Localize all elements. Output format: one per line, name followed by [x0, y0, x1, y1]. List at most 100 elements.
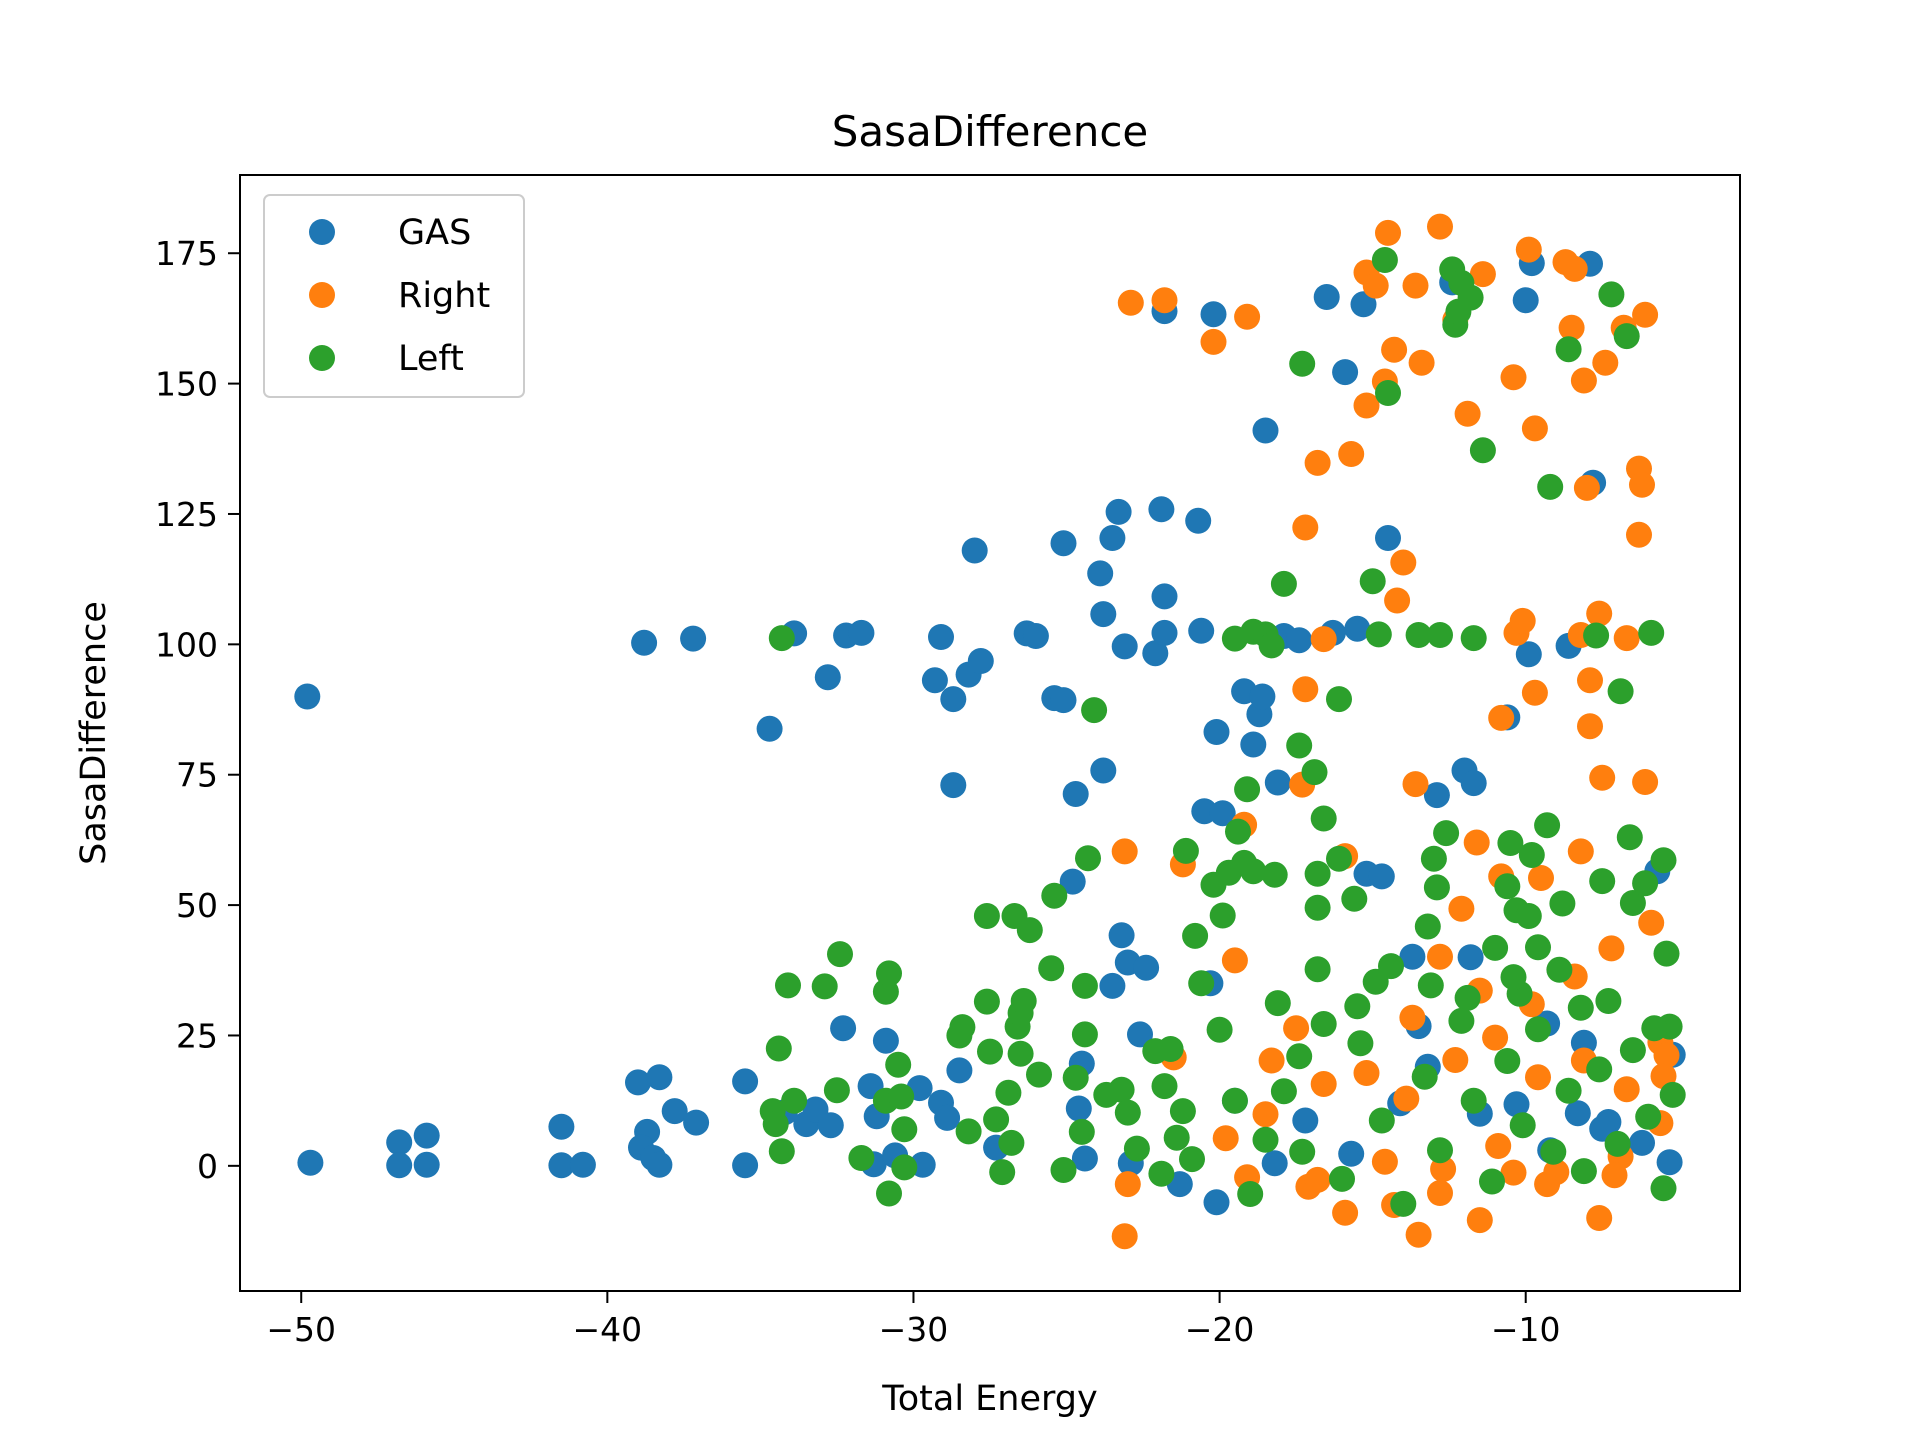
data-point — [1466, 1207, 1493, 1234]
data-point — [1151, 1073, 1178, 1100]
data-point — [1225, 818, 1251, 845]
data-point — [1344, 615, 1371, 642]
data-point — [1427, 1180, 1453, 1206]
legend-label-right: Right — [398, 276, 490, 316]
data-point — [1427, 213, 1453, 240]
data-point — [1368, 1107, 1395, 1134]
data-point — [1460, 625, 1487, 652]
data-point — [1613, 625, 1640, 652]
data-point — [823, 1077, 850, 1104]
data-point — [1240, 858, 1267, 885]
data-point — [1157, 1036, 1184, 1062]
y-tick-label: 0 — [197, 1147, 218, 1186]
data-point — [1090, 757, 1117, 784]
data-point — [1142, 640, 1169, 667]
data-point — [1151, 583, 1178, 610]
data-point — [1485, 1133, 1512, 1159]
data-point — [1362, 272, 1389, 299]
data-point — [1258, 632, 1285, 659]
data-point — [934, 1104, 961, 1131]
data-point — [1068, 1118, 1095, 1145]
y-axis-ticks: 0 25 50 75 100 125 150 175 — [155, 234, 240, 1186]
data-point — [1071, 1021, 1098, 1048]
y-tick-label: 50 — [176, 886, 218, 925]
data-point — [1313, 284, 1340, 310]
data-point — [817, 1112, 844, 1139]
data-point — [1212, 1125, 1239, 1152]
data-point — [1500, 364, 1527, 391]
data-point — [1457, 944, 1484, 971]
data-point — [876, 1180, 902, 1207]
data-point — [1304, 956, 1331, 983]
data-point — [1062, 1064, 1089, 1091]
data-point — [1099, 972, 1126, 999]
data-point — [940, 686, 967, 713]
data-point — [1234, 303, 1261, 330]
data-point — [1570, 367, 1597, 394]
data-point — [830, 1015, 857, 1042]
data-point — [1488, 704, 1515, 731]
data-point — [1390, 1190, 1417, 1217]
data-point — [1185, 507, 1212, 534]
data-point — [732, 1152, 759, 1179]
data-point — [1350, 291, 1377, 318]
y-tick-label: 175 — [155, 234, 218, 273]
data-point — [1310, 1011, 1337, 1037]
data-point — [1127, 1021, 1153, 1048]
data-point — [1071, 1145, 1098, 1172]
data-point — [1111, 633, 1138, 660]
data-point — [1203, 1189, 1230, 1216]
data-point — [1577, 667, 1603, 694]
data-point — [1301, 759, 1328, 786]
data-point — [1555, 336, 1582, 363]
data-point — [1598, 281, 1625, 308]
data-point — [1111, 1223, 1138, 1250]
data-point — [811, 973, 838, 1000]
data-point — [1221, 947, 1248, 974]
data-point — [1577, 713, 1603, 740]
data-point — [1289, 1138, 1316, 1165]
data-point — [1252, 417, 1279, 444]
data-point — [1555, 1077, 1582, 1104]
data-point — [1087, 560, 1114, 587]
data-point — [775, 972, 801, 999]
data-point — [1375, 525, 1401, 551]
data-point — [1022, 623, 1049, 649]
data-point — [1561, 255, 1588, 282]
data-point — [1589, 764, 1616, 791]
data-point — [1182, 922, 1209, 949]
data-point — [1638, 909, 1665, 936]
data-point — [1567, 994, 1594, 1021]
data-point — [848, 619, 875, 646]
data-point — [1338, 441, 1365, 467]
data-point — [1062, 781, 1089, 807]
data-point — [1237, 1181, 1264, 1207]
data-point — [1310, 626, 1337, 653]
legend-marker-right — [309, 282, 335, 308]
data-point — [1264, 990, 1291, 1017]
data-point — [768, 625, 795, 652]
data-point — [1583, 622, 1610, 649]
data-point — [1151, 287, 1178, 314]
data-point — [413, 1151, 440, 1178]
data-point — [998, 1129, 1025, 1156]
data-point — [1653, 1042, 1680, 1069]
data-point — [1148, 496, 1175, 523]
data-point — [1123, 1135, 1150, 1162]
data-point — [1365, 621, 1392, 648]
data-point — [1411, 1063, 1438, 1090]
data-point — [876, 960, 902, 987]
data-point — [1433, 820, 1460, 847]
data-point — [1543, 1159, 1570, 1186]
data-point — [1629, 471, 1655, 498]
data-point — [1653, 940, 1680, 967]
data-point — [1589, 868, 1616, 895]
data-point — [1586, 1056, 1613, 1083]
data-point — [1402, 771, 1429, 798]
data-point — [1549, 890, 1576, 917]
data-point — [1573, 474, 1600, 501]
data-point — [928, 624, 954, 650]
data-point — [1016, 917, 1043, 944]
data-point — [1427, 943, 1453, 970]
data-point — [1408, 349, 1435, 376]
